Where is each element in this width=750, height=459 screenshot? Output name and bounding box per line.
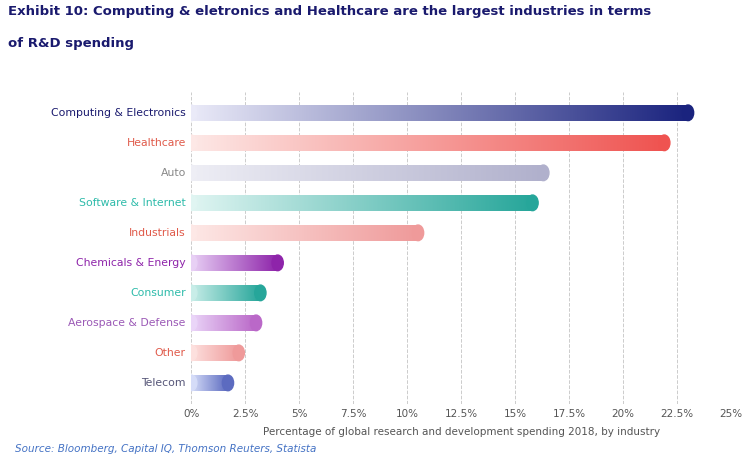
X-axis label: Percentage of global research and development spending 2018, by industry: Percentage of global research and develo…	[262, 427, 660, 437]
Text: Consumer: Consumer	[130, 288, 186, 298]
Circle shape	[538, 165, 549, 181]
Text: Aerospace & Defense: Aerospace & Defense	[68, 318, 186, 328]
Circle shape	[186, 165, 196, 181]
Circle shape	[186, 345, 196, 361]
Circle shape	[222, 375, 233, 391]
Circle shape	[186, 105, 196, 121]
Text: of R&D spending: of R&D spending	[8, 37, 134, 50]
Circle shape	[658, 135, 670, 151]
Text: Industrials: Industrials	[129, 228, 186, 238]
Text: Telecom: Telecom	[141, 378, 186, 388]
Circle shape	[186, 315, 196, 330]
Text: Source: Bloomberg, Capital IQ, Thomson Reuters, Statista: Source: Bloomberg, Capital IQ, Thomson R…	[15, 444, 316, 454]
Circle shape	[186, 375, 196, 391]
Text: Computing & Electronics: Computing & Electronics	[51, 108, 186, 118]
Circle shape	[251, 315, 262, 330]
Circle shape	[186, 195, 196, 211]
Circle shape	[527, 195, 538, 211]
Circle shape	[272, 255, 284, 271]
Circle shape	[255, 285, 266, 301]
Text: Other: Other	[154, 348, 186, 358]
Circle shape	[186, 285, 196, 301]
Text: Auto: Auto	[160, 168, 186, 178]
Circle shape	[186, 225, 196, 241]
Text: Healthcare: Healthcare	[127, 138, 186, 148]
Circle shape	[682, 105, 694, 121]
Text: Chemicals & Energy: Chemicals & Energy	[76, 258, 186, 268]
Text: Software & Internet: Software & Internet	[79, 198, 186, 208]
Circle shape	[186, 255, 196, 271]
Circle shape	[413, 225, 424, 241]
Text: Exhibit 10: Computing & eletronics and Healthcare are the largest industries in : Exhibit 10: Computing & eletronics and H…	[8, 5, 651, 17]
Circle shape	[186, 135, 196, 151]
Circle shape	[233, 345, 244, 361]
